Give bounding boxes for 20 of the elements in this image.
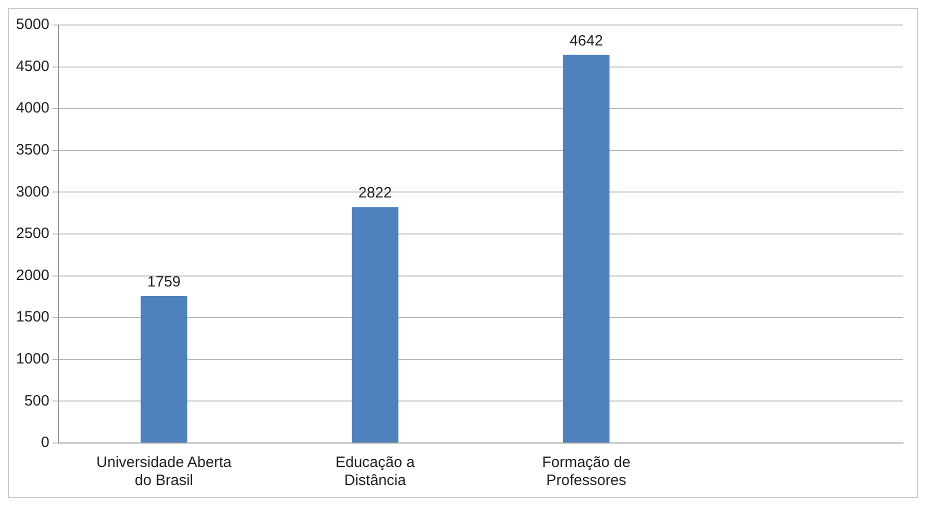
y-tick-label: 500 <box>24 392 50 410</box>
data-label: 1759 <box>147 274 181 291</box>
x-tick-label: Educação a Distância <box>335 454 416 490</box>
bar <box>352 207 398 442</box>
y-tick-label: 4000 <box>16 100 50 117</box>
data-label: 4642 <box>570 32 603 50</box>
y-tick-label: 5000 <box>16 16 50 34</box>
data-label: 2822 <box>358 184 392 202</box>
y-tick-label: 2000 <box>16 266 50 284</box>
x-tick-label: Universidade Aberta do Brasil <box>96 454 232 490</box>
y-tick-label: 1500 <box>16 308 50 326</box>
bar <box>563 54 610 442</box>
y-tick-label: 2500 <box>16 225 50 242</box>
x-tick-label: Formação de Professores <box>542 454 630 490</box>
bar <box>140 296 188 442</box>
y-tick-label: 0 <box>41 434 50 452</box>
y-tick-label: 1000 <box>16 350 50 368</box>
y-tick-label: 4500 <box>16 58 50 75</box>
y-tick-label: 3000 <box>16 183 50 200</box>
y-tick-label: 3500 <box>16 142 50 159</box>
